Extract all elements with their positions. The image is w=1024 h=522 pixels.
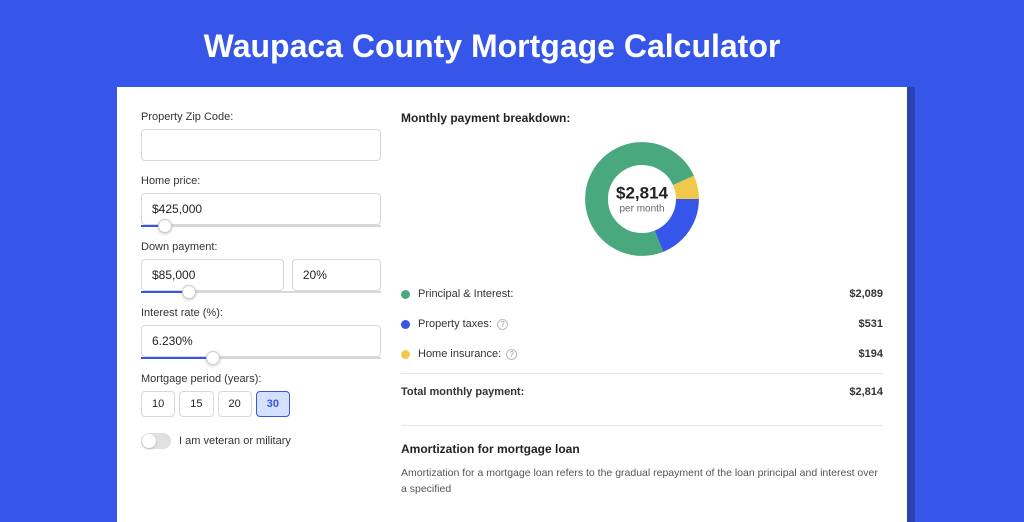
donut-center-value: $2,814	[616, 184, 668, 204]
amortization-text: Amortization for a mortgage loan refers …	[401, 466, 883, 498]
legend-row: Principal & Interest:$2,089	[401, 279, 883, 309]
home-price-slider[interactable]	[141, 225, 381, 227]
toggle-knob	[142, 434, 156, 448]
amortization-section: Amortization for mortgage loan Amortizat…	[401, 425, 883, 498]
donut-center: $2,814 per month	[616, 184, 668, 215]
legend-value: $194	[859, 348, 883, 360]
period-btn-10[interactable]: 10	[141, 391, 175, 417]
legend-label: Property taxes:?	[418, 318, 859, 330]
interest-rate-slider[interactable]	[141, 357, 381, 359]
breakdown-panel: Monthly payment breakdown: $2,814 per mo…	[401, 111, 883, 498]
interest-rate-label: Interest rate (%):	[141, 307, 381, 319]
mortgage-period-label: Mortgage period (years):	[141, 373, 381, 385]
info-icon[interactable]: ?	[497, 319, 508, 330]
legend-value: $531	[859, 318, 883, 330]
legend-row: Home insurance:?$194	[401, 339, 883, 369]
veteran-toggle[interactable]	[141, 433, 171, 449]
legend-row: Property taxes:?$531	[401, 309, 883, 339]
donut-center-sub: per month	[616, 204, 668, 215]
page-title: Waupaca County Mortgage Calculator	[0, 0, 1024, 87]
slider-thumb[interactable]	[158, 219, 172, 233]
zip-field-group: Property Zip Code:	[141, 111, 381, 161]
down-payment-slider[interactable]	[141, 291, 381, 293]
interest-rate-input[interactable]	[141, 325, 381, 357]
period-btn-20[interactable]: 20	[218, 391, 252, 417]
breakdown-title: Monthly payment breakdown:	[401, 111, 883, 125]
mortgage-period-field-group: Mortgage period (years): 10152030	[141, 373, 381, 417]
inputs-panel: Property Zip Code: Home price: Down paym…	[141, 111, 381, 498]
period-btn-30[interactable]: 30	[256, 391, 290, 417]
legend-value: $2,089	[849, 288, 883, 300]
home-price-input[interactable]	[141, 193, 381, 225]
donut-chart: $2,814 per month	[582, 139, 702, 259]
period-buttons: 10152030	[141, 391, 381, 417]
down-payment-field-group: Down payment:	[141, 241, 381, 293]
legend-dot	[401, 320, 410, 329]
period-btn-15[interactable]: 15	[179, 391, 213, 417]
legend-label: Home insurance:?	[418, 348, 859, 360]
veteran-toggle-row: I am veteran or military	[141, 433, 381, 449]
down-payment-input[interactable]	[141, 259, 284, 291]
slider-thumb[interactable]	[206, 351, 220, 365]
zip-label: Property Zip Code:	[141, 111, 381, 123]
info-icon[interactable]: ?	[506, 349, 517, 360]
down-payment-label: Down payment:	[141, 241, 381, 253]
legend-dot	[401, 350, 410, 359]
legend-dot	[401, 290, 410, 299]
home-price-label: Home price:	[141, 175, 381, 187]
interest-rate-field-group: Interest rate (%):	[141, 307, 381, 359]
home-price-field-group: Home price:	[141, 175, 381, 227]
down-payment-pct-input[interactable]	[292, 259, 381, 291]
zip-input[interactable]	[141, 129, 381, 161]
veteran-toggle-label: I am veteran or military	[179, 435, 291, 447]
legend: Principal & Interest:$2,089Property taxe…	[401, 279, 883, 369]
total-row: Total monthly payment: $2,814	[401, 373, 883, 407]
donut-chart-wrap: $2,814 per month	[401, 139, 883, 259]
amortization-title: Amortization for mortgage loan	[401, 442, 883, 456]
total-label: Total monthly payment:	[401, 386, 849, 398]
legend-label: Principal & Interest:	[418, 288, 849, 300]
total-value: $2,814	[849, 386, 883, 398]
calculator-card: Property Zip Code: Home price: Down paym…	[117, 87, 907, 522]
slider-thumb[interactable]	[182, 285, 196, 299]
